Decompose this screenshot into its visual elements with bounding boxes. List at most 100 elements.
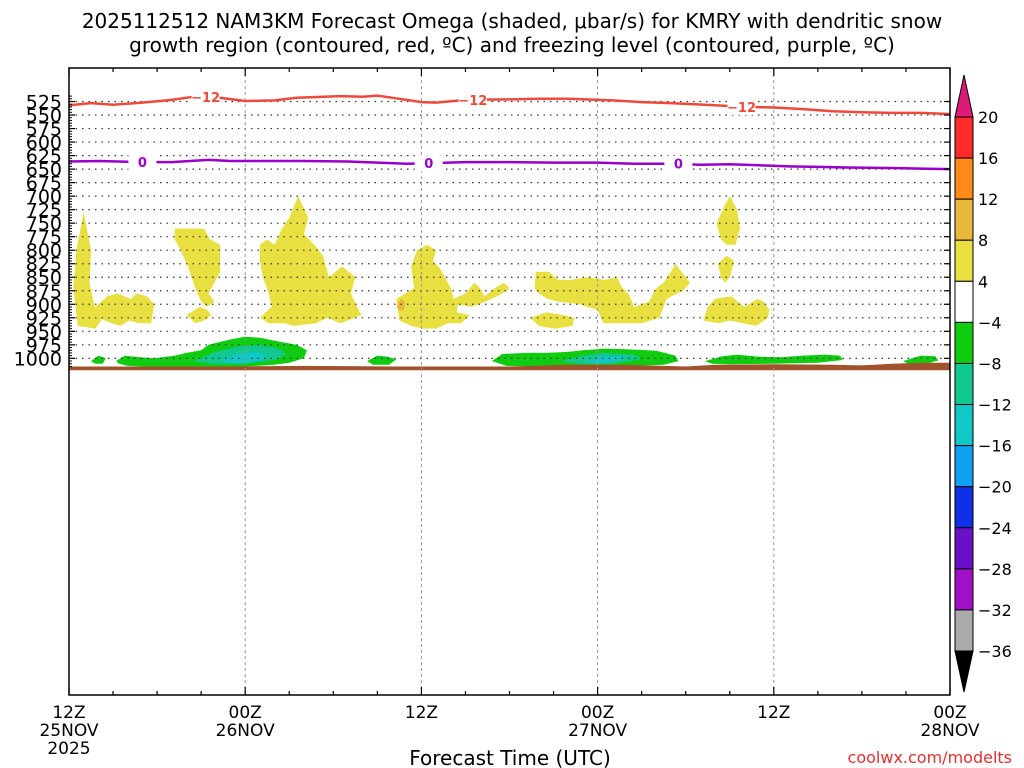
- y-tick-label-975: 975: [26, 335, 62, 357]
- x-axis-label: Forecast Time (UTC): [409, 746, 611, 768]
- omega-region-5: [396, 244, 510, 329]
- dgz-contour-label-1: −12: [458, 94, 487, 109]
- colorbar-segment-9: [954, 486, 974, 529]
- omega-region-8: [716, 196, 740, 245]
- colorbar-label-8: −16: [978, 437, 1012, 456]
- freezing-contour-label-bg-2: [664, 155, 693, 172]
- y-axis: 5255505756006256506757007257507758008258…: [14, 92, 950, 370]
- y-tick-label-575: 575: [26, 119, 62, 141]
- x-tick-label-48-1: 12Z: [757, 703, 790, 723]
- chart-title-line2: growth region (contoured, red, ºC) and f…: [129, 33, 895, 57]
- omega-region-17: [903, 355, 939, 365]
- freezing-contour-label-0: 0: [138, 156, 147, 171]
- y-tick-label-800: 800: [26, 240, 62, 262]
- omega-region-12: [91, 355, 106, 364]
- y-tick-label-600: 600: [26, 132, 62, 154]
- colorbar-segment-12: [954, 609, 974, 652]
- y-tick-label-775: 775: [26, 227, 62, 249]
- colorbar-segment-7: [954, 404, 974, 447]
- colorbar-label-1: 16: [978, 149, 998, 168]
- omega-region-2: [174, 228, 221, 307]
- colorbar-label-3: 8: [978, 231, 988, 250]
- grid-lines: [69, 68, 950, 695]
- colorbar: 20 16 12 8 4 −4 −8 −12 −16 −20 −24 −28 −32 −36: [954, 74, 1012, 693]
- x-tick-label-60-1: 00Z: [933, 703, 966, 723]
- freezing-contour-label-bg-0: [128, 154, 157, 171]
- colorbar-label-9: −20: [978, 478, 1012, 497]
- x-tick-label-60-2: 28NOV: [920, 721, 979, 741]
- freezing-contour-label-1: 0: [424, 157, 433, 172]
- x-tick-label-0-1: 12Z: [52, 703, 85, 723]
- colorbar-segment-10: [954, 527, 974, 570]
- omega-region-20: [220, 351, 268, 364]
- terrain-layer: [69, 362, 950, 371]
- y-tick-label-850: 850: [26, 267, 62, 289]
- omega-region-21: [585, 356, 624, 364]
- colorbar-label-11: −28: [978, 560, 1012, 579]
- y-tick-label-825: 825: [26, 254, 62, 276]
- colorbar-segment-4: [954, 280, 974, 323]
- colorbar-label-6: −8: [978, 354, 1002, 373]
- y-tick-label-550: 550: [26, 105, 62, 127]
- freezing-contour-line: [69, 158, 950, 171]
- dgz-contour-label-bg-2: [727, 98, 756, 115]
- y-tick-label-875: 875: [26, 281, 62, 303]
- x-tick-label-12-1: 00Z: [229, 703, 262, 723]
- y-tick-label-675: 675: [26, 173, 62, 195]
- freezing-contour-label-bg-1: [414, 155, 443, 172]
- colorbar-segment-0: [954, 116, 974, 159]
- y-tick-label-525: 525: [26, 92, 62, 114]
- y-tick-label-750: 750: [26, 213, 62, 235]
- y-tick-label-925: 925: [26, 308, 62, 330]
- y-tick-label-1000: 1000: [14, 348, 62, 370]
- colorbar-segment-8: [954, 445, 974, 488]
- terrain-fill: [69, 362, 950, 371]
- omega-region-10: [703, 296, 770, 326]
- colorbar-label-5: −4: [978, 313, 1002, 332]
- x-tick-label-36-2: 27NOV: [568, 721, 627, 741]
- dgz-contour-label-bg-0: [191, 89, 220, 106]
- colorbar-segment-1: [954, 157, 974, 200]
- dgz-contour-label-bg-1: [458, 91, 487, 108]
- omega-region-14: [367, 355, 397, 365]
- omega-region-4: [259, 196, 362, 326]
- colorbar-segment-6: [954, 362, 974, 406]
- omega-region-7: [530, 312, 575, 329]
- x-tick-label-0-2: 25NOV: [39, 721, 98, 741]
- dgz-contour-label-0: −12: [191, 91, 220, 106]
- colorbar-label-4: 4: [978, 272, 988, 291]
- colorbar-segment-11: [954, 568, 974, 611]
- colorbar-label-7: −12: [978, 396, 1012, 415]
- y-tick-label-650: 650: [26, 159, 62, 181]
- colorbar-segment-2: [954, 198, 974, 241]
- y-tick-label-950: 950: [26, 321, 62, 343]
- freezing-contour-label-2: 0: [674, 158, 683, 173]
- colorbar-label-12: −32: [978, 601, 1012, 620]
- omega-region-3: [186, 307, 212, 324]
- chart-title-line1: 2025112512 NAM3KM Forecast Omega (shaded…: [82, 9, 942, 33]
- colorbar-segment-5: [954, 321, 974, 364]
- y-tick-label-900: 900: [26, 294, 62, 316]
- y-tick-label-625: 625: [26, 146, 62, 168]
- omega-region-6: [534, 263, 691, 324]
- credit-text: coolwx.com/modelts: [848, 748, 1012, 767]
- colorbar-bottom-triangle: [954, 650, 974, 693]
- colorbar-label-0: 20: [978, 108, 998, 127]
- omega-shading: [73, 196, 939, 367]
- y-tick-label-725: 725: [26, 200, 62, 222]
- omega-region-9: [718, 255, 735, 283]
- colorbar-label-10: −24: [978, 519, 1012, 538]
- omega-region-1: [95, 293, 155, 326]
- x-tick-label-12-2: 26NOV: [216, 721, 275, 741]
- x-tick-label-36-1: 00Z: [581, 703, 614, 723]
- colorbar-label-2: 12: [978, 190, 998, 209]
- colorbar-label-13: −36: [978, 642, 1012, 661]
- colorbar-top-triangle: [954, 74, 974, 118]
- omega-region-16: [704, 354, 843, 365]
- dgz-contour-label-2: −12: [727, 101, 756, 116]
- contour-lines: −12 −12 −12 0 0 0: [69, 89, 950, 173]
- x-tick-label-24-1: 12Z: [405, 703, 438, 723]
- y-tick-label-700: 700: [26, 186, 62, 208]
